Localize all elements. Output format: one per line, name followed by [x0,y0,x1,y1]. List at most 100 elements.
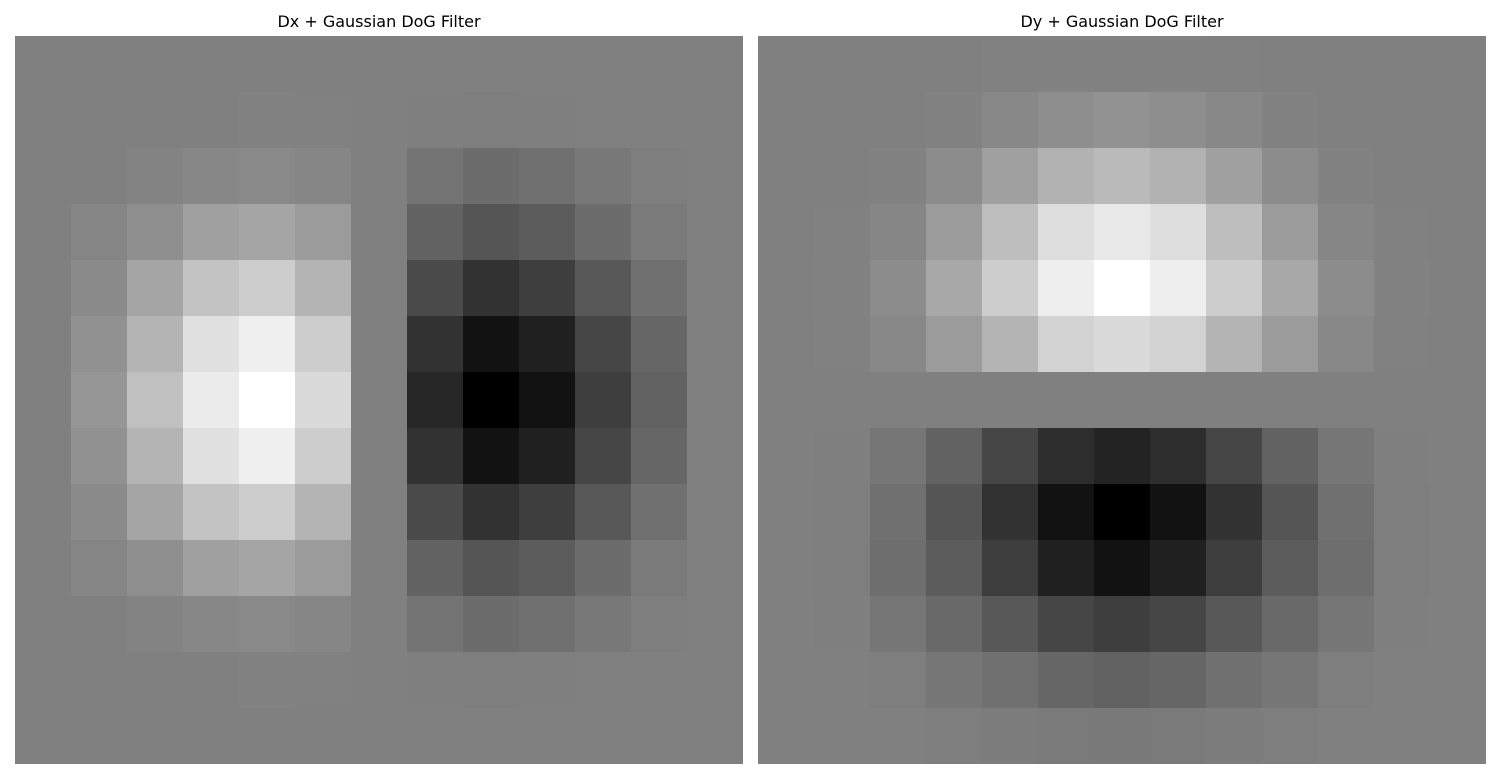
heatmap-cell [1374,148,1431,205]
heatmap-cell [982,540,1039,597]
heatmap-cell [239,36,296,93]
heatmap-cell [183,652,240,709]
heatmap-cell [1094,92,1151,149]
heatmap-cell [758,652,815,709]
heatmap-cell [1094,372,1151,429]
heatmap-cell [1430,92,1486,149]
heatmap-cell [926,148,983,205]
heatmap-cell [183,92,240,149]
heatmap-cell [295,540,352,597]
heatmap-cell [71,428,128,485]
heatmap-cell [1150,148,1207,205]
heatmap-cell [631,260,688,317]
heatmap-cell [295,652,352,709]
heatmap-cell [1206,36,1263,93]
heatmap-cell [407,260,464,317]
heatmap-cell [1150,36,1207,93]
heatmap-cell [463,372,520,429]
heatmap-cell [463,92,520,149]
heatmap-cell [687,708,743,764]
heatmap-cell [814,148,871,205]
heatmap-cell [1150,540,1207,597]
heatmap-cell [407,204,464,261]
heatmap-cell [687,260,743,317]
dy-filter-title: Dy + Gaussian DoG Filter [1020,12,1224,31]
heatmap-cell [15,204,72,261]
heatmap-cell [870,260,927,317]
heatmap-cell [407,540,464,597]
heatmap-cell [687,652,743,709]
heatmap-cell [926,652,983,709]
heatmap-cell [1262,708,1319,764]
heatmap-cell [758,316,815,373]
heatmap-cell [1206,484,1263,541]
dx-filter-panel: Dx + Gaussian DoG Filter [15,0,743,775]
heatmap-cell [463,596,520,653]
heatmap-cell [407,708,464,764]
heatmap-cell [519,148,576,205]
heatmap-cell [519,540,576,597]
heatmap-cell [758,484,815,541]
heatmap-cell [926,36,983,93]
heatmap-cell [239,484,296,541]
heatmap-cell [351,372,408,429]
heatmap-cell [127,484,184,541]
heatmap-cell [183,484,240,541]
heatmap-cell [1374,92,1431,149]
heatmap-cell [758,372,815,429]
heatmap-cell [71,36,128,93]
heatmap-cell [1038,260,1095,317]
heatmap-cell [982,596,1039,653]
heatmap-cell [1262,260,1319,317]
heatmap-cell [1318,260,1375,317]
heatmap-cell [295,316,352,373]
heatmap-cell [814,484,871,541]
heatmap-cell [1094,204,1151,261]
heatmap-cell [463,260,520,317]
heatmap-cell [982,204,1039,261]
heatmap-cell [870,708,927,764]
heatmap-cell [1094,36,1151,93]
heatmap-cell [982,92,1039,149]
heatmap-cell [870,204,927,261]
dx-filter-heatmap [15,36,743,764]
heatmap-cell [519,484,576,541]
heatmap-cell [575,652,632,709]
heatmap-cell [1318,204,1375,261]
heatmap-cell [519,316,576,373]
heatmap-cell [1094,540,1151,597]
heatmap-cell [1430,148,1486,205]
heatmap-cell [575,708,632,764]
heatmap-cell [1374,708,1431,764]
heatmap-cell [1262,596,1319,653]
heatmap-cell [926,428,983,485]
heatmap-cell [71,148,128,205]
heatmap-cell [1262,148,1319,205]
heatmap-cell [1150,708,1207,764]
heatmap-cell [1038,596,1095,653]
heatmap-cell [631,428,688,485]
heatmap-cell [239,708,296,764]
heatmap-cell [407,92,464,149]
heatmap-cell [15,540,72,597]
heatmap-cell [870,316,927,373]
heatmap-cell [1262,92,1319,149]
heatmap-cell [1206,92,1263,149]
heatmap-cell [127,92,184,149]
heatmap-cell [407,428,464,485]
heatmap-cell [814,540,871,597]
heatmap-cell [71,92,128,149]
heatmap-cell [1374,372,1431,429]
heatmap-cell [1318,540,1375,597]
heatmap-cell [351,204,408,261]
heatmap-cell [127,652,184,709]
heatmap-cell [519,372,576,429]
heatmap-cell [982,652,1039,709]
heatmap-cell [519,596,576,653]
heatmap-cell [127,372,184,429]
heatmap-cell [1094,148,1151,205]
heatmap-cell [1318,428,1375,485]
heatmap-cell [183,316,240,373]
heatmap-cell [239,92,296,149]
heatmap-cell [814,36,871,93]
